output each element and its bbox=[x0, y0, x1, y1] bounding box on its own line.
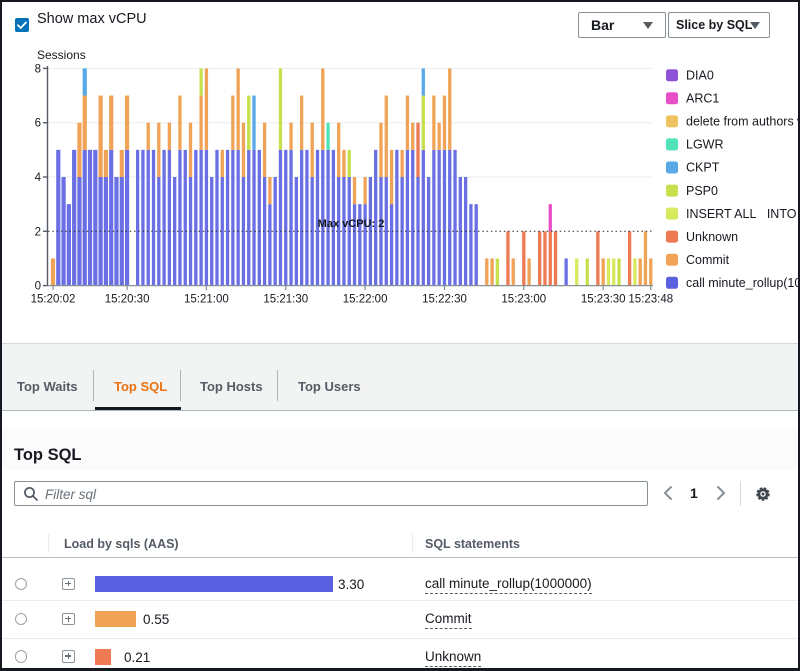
svg-text:ARC1: ARC1 bbox=[686, 92, 719, 106]
svg-text:15:22:30: 15:22:30 bbox=[422, 294, 467, 306]
svg-text:delete from authors wh: delete from authors wh bbox=[686, 115, 800, 129]
svg-text:8: 8 bbox=[35, 63, 41, 75]
svg-text:DIA0: DIA0 bbox=[686, 69, 714, 83]
svg-text:Sessions: Sessions bbox=[37, 48, 86, 62]
svg-text:Commit: Commit bbox=[686, 253, 730, 267]
svg-text:call minute_rollup(1000: call minute_rollup(1000 bbox=[686, 276, 800, 290]
svg-text:LGWR: LGWR bbox=[686, 138, 724, 152]
svg-text:0: 0 bbox=[35, 281, 41, 293]
svg-text:CKPT: CKPT bbox=[686, 161, 720, 175]
svg-text:15:23:48: 15:23:48 bbox=[628, 294, 673, 306]
svg-text:2: 2 bbox=[35, 226, 41, 238]
svg-text:15:20:02: 15:20:02 bbox=[31, 294, 76, 306]
svg-text:4: 4 bbox=[35, 172, 42, 184]
svg-text:6: 6 bbox=[35, 118, 41, 130]
svg-text:15:23:30: 15:23:30 bbox=[581, 294, 626, 306]
svg-text:Max vCPU: 2: Max vCPU: 2 bbox=[318, 218, 385, 230]
svg-text:15:21:30: 15:21:30 bbox=[263, 294, 308, 306]
svg-text:15:23:00: 15:23:00 bbox=[501, 294, 546, 306]
svg-text:INSERT ALL INTO auth: INSERT ALL INTO auth bbox=[686, 207, 800, 221]
svg-text:15:22:00: 15:22:00 bbox=[343, 294, 388, 306]
svg-text:PSP0: PSP0 bbox=[686, 184, 718, 198]
svg-text:15:20:30: 15:20:30 bbox=[105, 294, 150, 306]
svg-text:15:21:00: 15:21:00 bbox=[184, 294, 229, 306]
svg-text:Unknown: Unknown bbox=[686, 230, 738, 244]
